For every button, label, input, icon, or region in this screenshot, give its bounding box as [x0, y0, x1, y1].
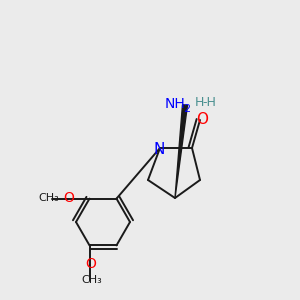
Text: NH: NH	[165, 97, 185, 111]
Text: O: O	[63, 190, 74, 205]
Text: 2: 2	[183, 104, 190, 114]
Text: H: H	[194, 95, 204, 109]
Text: CH₃: CH₃	[81, 275, 102, 285]
Text: O: O	[196, 112, 208, 127]
Text: -H: -H	[202, 95, 216, 109]
Text: CH₃: CH₃	[38, 193, 59, 202]
Polygon shape	[175, 105, 188, 198]
Text: N: N	[153, 142, 165, 157]
Text: O: O	[85, 257, 96, 272]
